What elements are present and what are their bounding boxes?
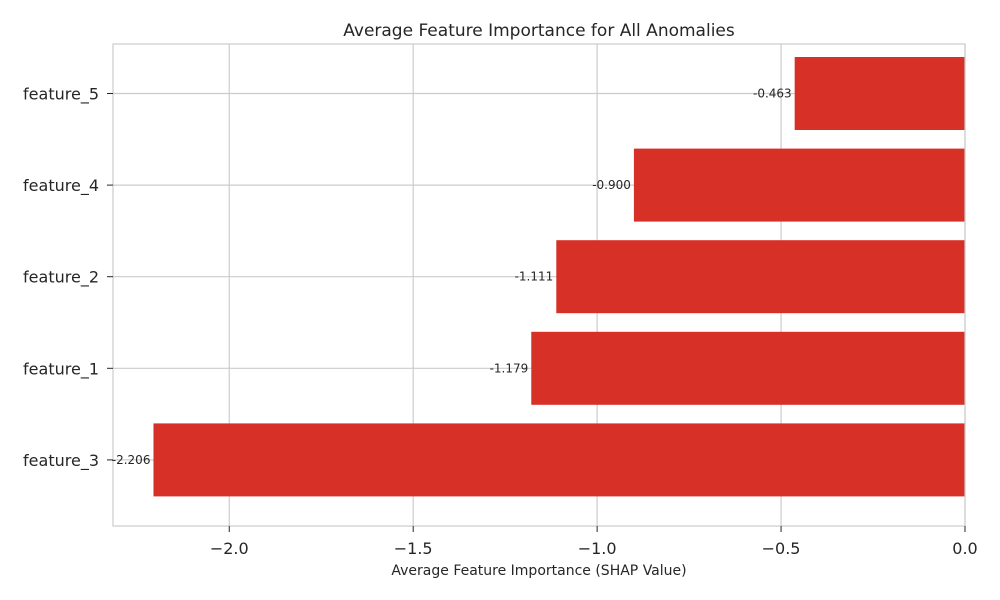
x-tick-label: 0.0 <box>952 539 977 558</box>
x-tick-label: −0.5 <box>762 539 801 558</box>
data-label-feature_3: -2.206 <box>112 453 151 467</box>
data-labels: -2.206 -1.179 -1.111 -0.900 -0.463 <box>112 87 792 467</box>
x-tick-label: −1.0 <box>578 539 617 558</box>
data-label-feature_2: -1.111 <box>515 270 554 284</box>
bars <box>153 57 966 497</box>
data-label-feature_4: -0.900 <box>592 178 631 192</box>
plot-frame <box>112 43 966 527</box>
x-tick-label: −2.0 <box>210 539 249 558</box>
x-axis-label: Average Feature Importance (SHAP Value) <box>391 563 686 579</box>
y-tick-label: feature_3 <box>23 451 99 471</box>
data-label-feature_1: -1.179 <box>490 361 529 375</box>
bar-feature_5 <box>794 57 965 130</box>
bar-feature_2 <box>556 240 965 314</box>
y-tick-label: feature_1 <box>23 359 99 379</box>
bar-feature_1 <box>531 331 965 405</box>
y-tick-label: feature_5 <box>23 85 99 105</box>
bar-feature_4 <box>633 148 965 222</box>
x-tick-label: −1.5 <box>394 539 433 558</box>
axis-ticks: −2.0 −1.5 −1.0 −0.5 0.0 feature_3 feature_1 fea… <box>23 85 978 559</box>
data-label-feature_5: -0.463 <box>753 87 792 101</box>
bar-feature_3 <box>153 423 966 497</box>
chart-title: Average Feature Importance for All Anoma… <box>343 21 735 41</box>
y-tick-label: feature_2 <box>23 268 99 288</box>
y-tick-label: feature_4 <box>23 176 99 196</box>
